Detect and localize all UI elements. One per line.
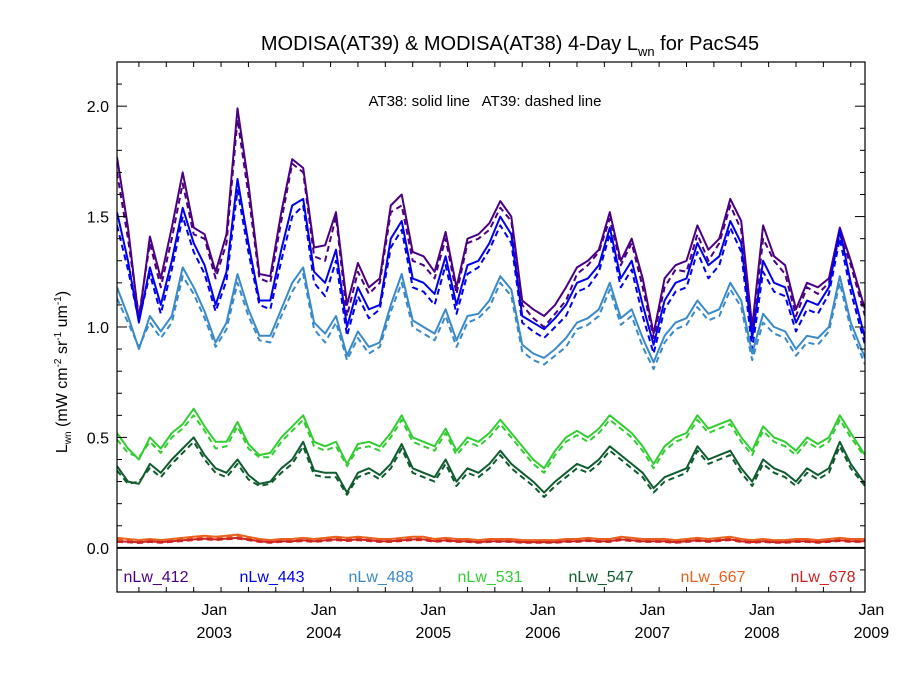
x-tick-label-year: 2003 [196,625,232,642]
chart-title-suffix: for PacS45 [655,33,760,55]
x-tick-label-month: Jan [639,602,665,619]
series-line-nLw_547-solid [117,436,865,494]
series-line-nLw_667-dashed [117,534,865,542]
chart-title-subscript: wn [637,44,655,59]
series-line-nLw_412-solid [117,107,865,335]
chart-title: MODISA(AT39) & MODISA(AT38) 4-Day Lwn fo… [261,33,759,59]
x-tick-label-year: 2004 [306,625,342,642]
series-line-nLw_412-dashed [117,118,865,339]
series-line-nLw_547-dashed [117,440,865,498]
x-tick-label-month: Jan [858,602,884,619]
chart-annotation: AT38: solid line AT39: dashed line [369,93,602,110]
y-axis-label-sup2: -1 [53,331,64,340]
series-line-nLw_488-solid [117,266,865,364]
x-tick-label-year: 2006 [525,625,561,642]
y-tick-label: 1.5 [87,210,109,227]
x-tick-label-month: Jan [530,602,556,619]
y-axis-label: Lwn (mW cm-2 sr-1 um-1) [53,291,74,453]
series-line-nLw_443-dashed [117,189,865,355]
y-axis-label-units2: sr [54,340,71,358]
y-axis-label-sup3: -1 [53,296,64,305]
series-line-nLw_531-dashed [117,414,865,474]
x-tick-label-month: Jan [201,602,227,619]
y-axis-label-sup1: -2 [53,358,64,367]
series-lines [117,107,865,544]
x-tick-label-year: 2005 [416,625,452,642]
y-axis-label-units3: um [54,305,71,332]
plot-area: 0.0 0.5 1.0 1.5 2.0 Jan 2003 Jan 2004 Jan 2005 Jan 2… [87,61,890,642]
y-tick-label: 1.0 [87,320,109,337]
series-line-nLw_488-dashed [117,273,865,370]
x-tick-label-year: 2007 [635,625,671,642]
series-line-nLw_678-dashed [117,537,865,544]
y-axis-label-subscript: wn [63,431,74,445]
legend-entry-nLw_678: nLw_678 [791,569,856,586]
y-tick-label: 0.5 [87,430,109,447]
legend-entry-nLw_547: nLw_547 [569,569,634,586]
chart-title-main: MODISA(AT39) & MODISA(AT38) 4-Day L [261,33,638,55]
y-tick-label: 0.0 [87,541,109,558]
legend-entry-nLw_667: nLw_667 [681,569,746,586]
x-tick-label-year: 2008 [744,625,780,642]
x-tick-label-month: Jan [749,602,775,619]
legend-entry-nLw_531: nLw_531 [458,569,523,586]
x-tick-label-month: Jan [420,602,446,619]
series-line-nLw_443-solid [117,178,865,346]
legend-entry-nLw_412: nLw_412 [124,569,189,586]
y-axis-label-close: ) [54,291,71,296]
y-axis-label-main: L [54,444,71,453]
series-line-nLw_531-solid [117,407,865,470]
y-tick-label: 2.0 [87,99,109,116]
x-tick-label-month: Jan [311,602,337,619]
y-axis-label-units: (mW cm [54,367,71,431]
legend-entry-nLw_443: nLw_443 [240,569,305,586]
legend-entry-nLw_488: nLw_488 [349,569,414,586]
x-tick-label-year: 2009 [854,625,890,642]
